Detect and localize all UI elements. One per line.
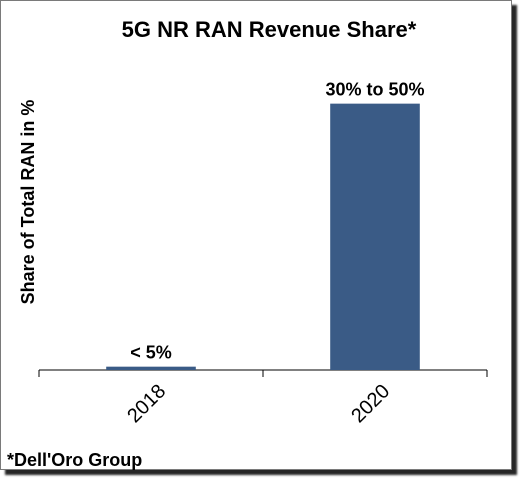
chart-svg: 5G NR RAN Revenue Share* Share of Total … [7, 17, 488, 470]
x-axis-ticks [38, 370, 488, 377]
x-tick-labels-group: 2018 2020 [123, 380, 394, 427]
footnote: *Dell'Oro Group [7, 450, 142, 470]
bar-2018 [106, 366, 196, 370]
x-tick-label-2018: 2018 [123, 380, 170, 427]
chart-title: 5G NR RAN Revenue Share* [122, 17, 417, 42]
data-labels-group: < 5% 30% to 50% [130, 80, 424, 363]
chart-frame: 5G NR RAN Revenue Share* Share of Total … [0, 0, 512, 470]
x-tick-label-2020: 2020 [347, 380, 394, 427]
bars-group [106, 103, 420, 370]
bar-2020 [330, 103, 420, 370]
data-label-2018: < 5% [130, 343, 172, 363]
y-axis-label: Share of Total RAN in % [18, 100, 38, 305]
data-label-2020: 30% to 50% [325, 80, 424, 100]
